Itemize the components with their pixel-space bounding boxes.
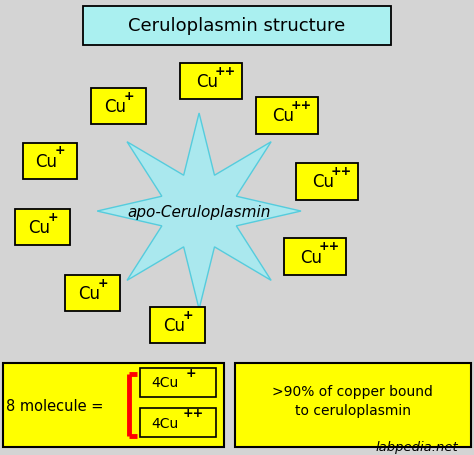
FancyBboxPatch shape: [180, 64, 242, 100]
FancyBboxPatch shape: [151, 307, 205, 344]
Text: ++: ++: [331, 165, 352, 177]
Text: +: +: [183, 308, 193, 321]
Text: Ceruloplasmin structure: Ceruloplasmin structure: [128, 17, 346, 35]
Text: Cu: Cu: [272, 107, 294, 125]
Text: 8 molecule =: 8 molecule =: [6, 399, 103, 413]
Text: ++: ++: [319, 240, 340, 253]
FancyBboxPatch shape: [284, 239, 346, 275]
FancyBboxPatch shape: [140, 408, 216, 437]
FancyBboxPatch shape: [3, 363, 224, 447]
Text: 4Cu: 4Cu: [151, 376, 179, 389]
Text: 4Cu: 4Cu: [151, 416, 179, 430]
Text: +: +: [186, 366, 196, 379]
FancyBboxPatch shape: [91, 89, 146, 125]
FancyBboxPatch shape: [140, 368, 216, 397]
Text: ++: ++: [291, 99, 311, 111]
FancyBboxPatch shape: [15, 209, 70, 246]
Text: +: +: [98, 276, 108, 289]
Text: +: +: [48, 210, 58, 223]
Text: Cu: Cu: [301, 248, 322, 266]
Text: >90% of copper bound
to ceruloplasmin: >90% of copper bound to ceruloplasmin: [272, 384, 433, 417]
Text: Cu: Cu: [312, 173, 334, 191]
FancyBboxPatch shape: [23, 143, 77, 180]
Text: Cu: Cu: [78, 284, 100, 303]
Text: apo-Ceruloplasmin: apo-Ceruloplasmin: [128, 204, 271, 219]
Text: Cu: Cu: [28, 218, 50, 237]
FancyBboxPatch shape: [256, 98, 318, 134]
Text: Cu: Cu: [196, 73, 218, 91]
Polygon shape: [97, 114, 301, 309]
FancyBboxPatch shape: [83, 7, 391, 46]
Text: Cu: Cu: [35, 152, 57, 171]
Text: +: +: [124, 90, 134, 102]
FancyBboxPatch shape: [235, 363, 471, 447]
Text: +: +: [55, 144, 65, 157]
Text: ++: ++: [183, 406, 204, 419]
FancyBboxPatch shape: [296, 164, 358, 200]
FancyBboxPatch shape: [65, 275, 119, 312]
Text: Cu: Cu: [104, 98, 126, 116]
Text: Cu: Cu: [163, 316, 185, 334]
Text: labpedia.net: labpedia.net: [376, 440, 458, 453]
Text: ++: ++: [215, 65, 236, 77]
